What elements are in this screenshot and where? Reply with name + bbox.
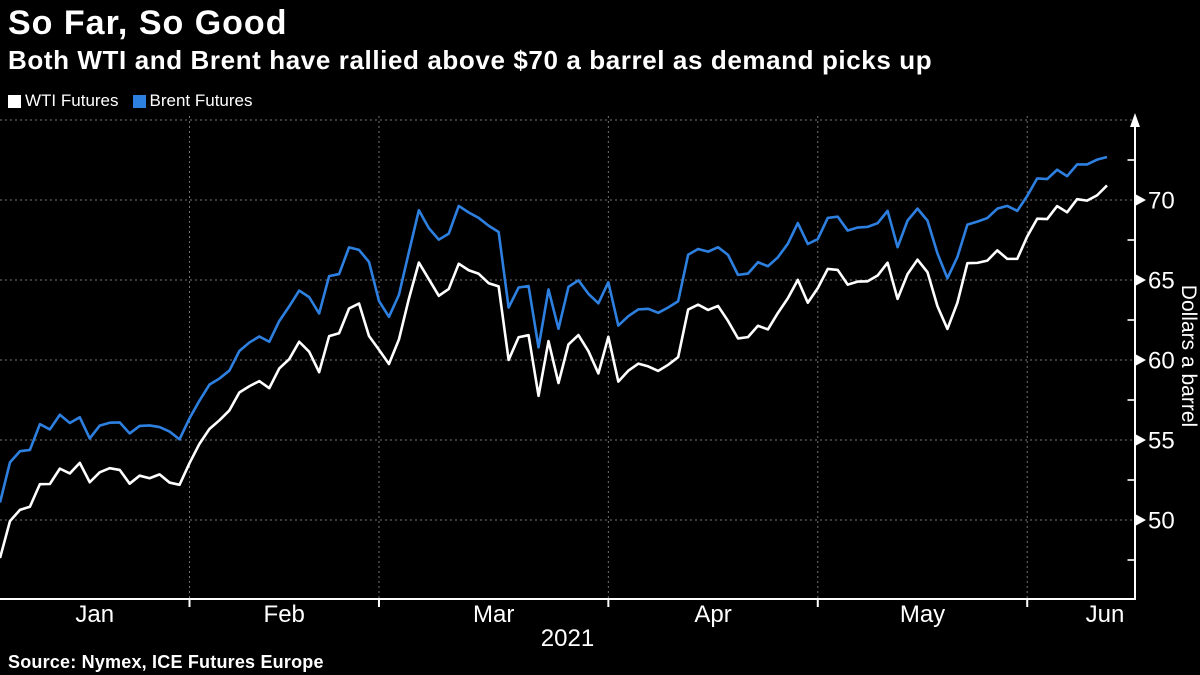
y-tick-label: 70 bbox=[1148, 188, 1175, 215]
x-tick-label: Jun bbox=[1086, 601, 1125, 628]
y-tick-label: 65 bbox=[1148, 268, 1175, 295]
x-tick-label: Apr bbox=[694, 601, 731, 628]
chart-title: So Far, So Good bbox=[8, 4, 288, 42]
y-axis-major-tick-icon bbox=[1136, 274, 1146, 286]
y-tick-label: 55 bbox=[1148, 428, 1175, 455]
x-tick-label: Feb bbox=[264, 601, 305, 628]
x-axis-year-label: 2021 bbox=[541, 625, 594, 652]
chart-subtitle: Both WTI and Brent have rallied above $7… bbox=[8, 45, 933, 75]
wti-legend-label: WTI Futures bbox=[25, 91, 119, 110]
legend-item-brent: Brent Futures bbox=[132, 91, 253, 111]
x-tick-label: Mar bbox=[473, 601, 514, 628]
brent-line bbox=[0, 155, 1108, 503]
y-axis-arrow-icon bbox=[1130, 113, 1140, 127]
source-note: Source: Nymex, ICE Futures Europe bbox=[8, 652, 324, 672]
y-tick-label: 60 bbox=[1148, 348, 1175, 375]
legend-item-wti: WTI Futures bbox=[8, 91, 119, 111]
wti-legend-swatch-icon bbox=[8, 94, 21, 108]
wti-line bbox=[0, 184, 1108, 559]
y-axis-major-tick-icon bbox=[1136, 194, 1146, 206]
y-axis-major-tick-icon bbox=[1136, 514, 1146, 526]
legend: WTI Futures Brent Futures bbox=[8, 91, 253, 111]
price-line-chart: 50 55 60 65 70 Jan Feb Mar Apr May Jun 2021 Dollars … bbox=[0, 113, 1200, 652]
brent-legend-label: Brent Futures bbox=[149, 91, 253, 110]
x-tick-label: May bbox=[900, 601, 945, 628]
brent-legend-swatch-icon bbox=[132, 94, 146, 108]
y-axis-major-tick-icon bbox=[1136, 434, 1146, 446]
x-tick-label: Jan bbox=[75, 601, 114, 628]
y-axis-major-tick-icon bbox=[1136, 354, 1146, 366]
y-tick-label: 50 bbox=[1148, 508, 1175, 535]
y-axis-title: Dollars a barrel bbox=[1177, 285, 1200, 427]
